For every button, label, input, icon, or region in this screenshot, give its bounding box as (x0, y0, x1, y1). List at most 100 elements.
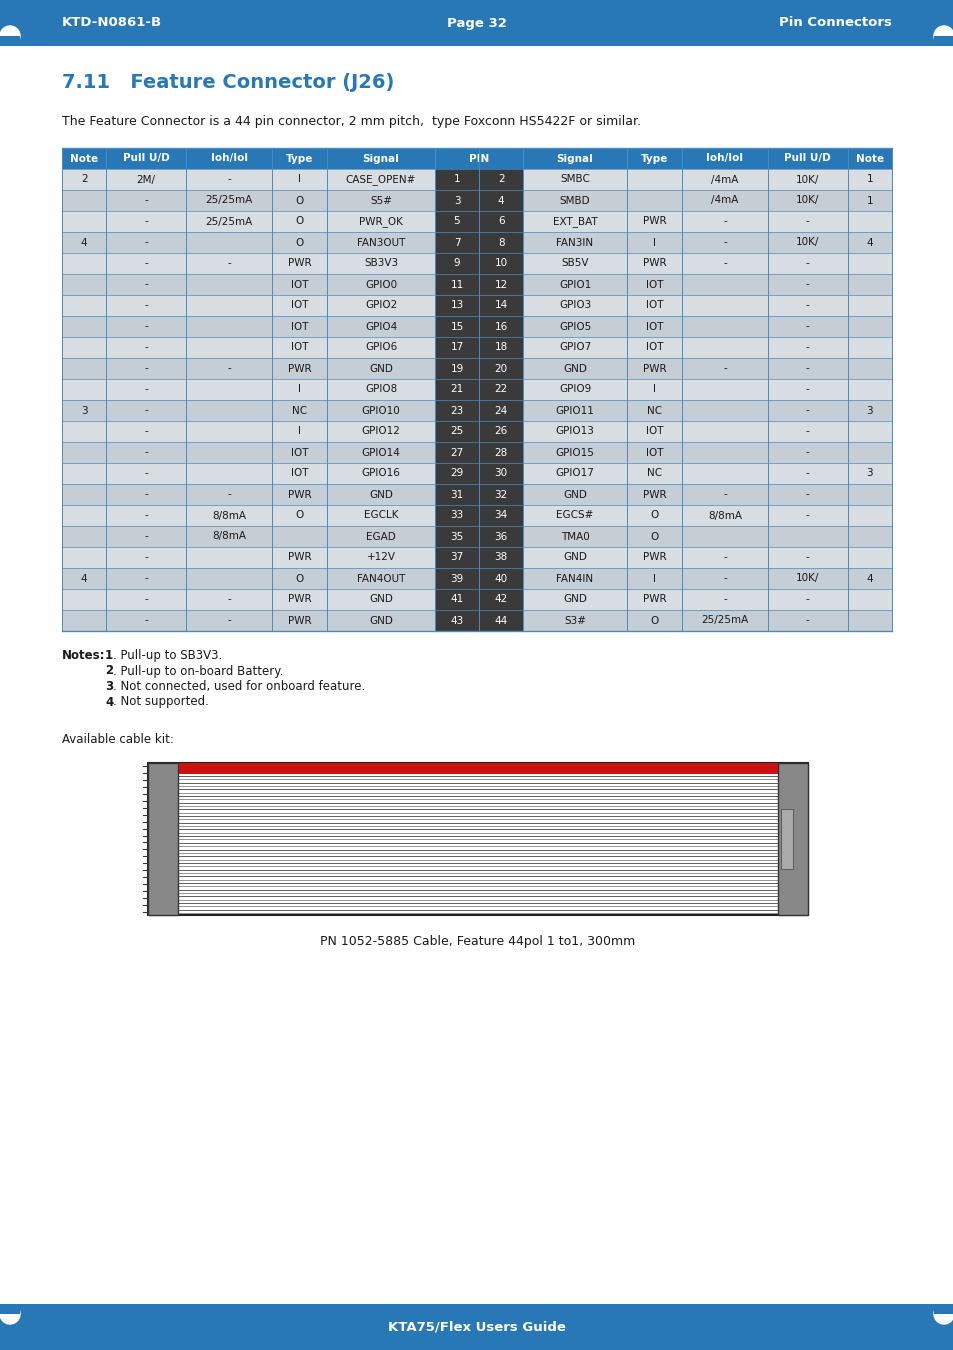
Text: 2M/: 2M/ (136, 174, 155, 185)
Text: Pull U/D: Pull U/D (783, 154, 830, 163)
Bar (933, 1304, 953, 1314)
Text: 4: 4 (865, 238, 872, 247)
Text: -: - (805, 468, 809, 478)
Bar (62, 169, 435, 190)
Text: -: - (805, 594, 809, 605)
Text: GPIO9: GPIO9 (558, 385, 591, 394)
Text: 10K/: 10K/ (795, 574, 819, 583)
Text: 30: 30 (494, 468, 507, 478)
Bar (522, 400, 891, 421)
Text: GND: GND (369, 594, 393, 605)
Text: The Feature Connector is a 44 pin connector, 2 mm pitch,  type Foxconn HS5422F o: The Feature Connector is a 44 pin connec… (62, 116, 640, 128)
Text: GPIO14: GPIO14 (361, 447, 400, 458)
Text: PWR: PWR (642, 363, 665, 374)
Bar (0, 0, 953, 46)
Text: -: - (144, 238, 148, 247)
Text: 37: 37 (450, 552, 463, 563)
Text: 15: 15 (450, 321, 463, 332)
Text: I: I (652, 385, 656, 394)
Text: IOT: IOT (291, 468, 308, 478)
Text: -: - (144, 552, 148, 563)
Text: -: - (144, 385, 148, 394)
Text: 26: 26 (494, 427, 507, 436)
Text: GPIO8: GPIO8 (364, 385, 396, 394)
Text: -: - (227, 594, 231, 605)
Text: -: - (144, 363, 148, 374)
Bar (148, 763, 807, 915)
Bar (62, 211, 435, 232)
Bar (0, 1304, 20, 1314)
Text: FAN4IN: FAN4IN (556, 574, 593, 583)
Text: 2: 2 (105, 664, 113, 678)
Text: -: - (805, 447, 809, 458)
Bar (62, 316, 435, 338)
Text: 11: 11 (450, 279, 463, 289)
Circle shape (933, 1304, 953, 1324)
Bar (522, 296, 891, 316)
Bar (435, 441, 522, 463)
Text: FAN3IN: FAN3IN (556, 238, 593, 247)
Bar (148, 763, 178, 915)
Bar (62, 274, 435, 296)
Text: -: - (144, 216, 148, 227)
Text: -: - (805, 385, 809, 394)
Text: -: - (144, 616, 148, 625)
Text: -: - (722, 574, 726, 583)
Text: -: - (144, 301, 148, 310)
Text: PWR: PWR (642, 216, 665, 227)
Text: -: - (144, 405, 148, 416)
Text: -: - (805, 405, 809, 416)
Text: GND: GND (562, 363, 586, 374)
Text: GND: GND (562, 594, 586, 605)
Bar (435, 211, 522, 232)
Text: 4: 4 (105, 695, 113, 709)
Text: GPIO17: GPIO17 (555, 468, 594, 478)
Text: GPIO0: GPIO0 (365, 279, 396, 289)
Text: 34: 34 (494, 510, 507, 521)
Text: 4: 4 (865, 574, 872, 583)
Text: -: - (144, 321, 148, 332)
Text: 1: 1 (865, 196, 872, 205)
Bar (435, 485, 522, 505)
Text: 10K/: 10K/ (795, 238, 819, 247)
Bar (781, 809, 792, 869)
Text: 19: 19 (450, 363, 463, 374)
Text: 42: 42 (494, 594, 507, 605)
Text: -: - (805, 321, 809, 332)
Bar (435, 463, 522, 485)
Bar (435, 169, 522, 190)
Text: . Not connected, used for onboard feature.: . Not connected, used for onboard featur… (112, 680, 365, 693)
Circle shape (933, 26, 953, 46)
Text: -: - (722, 552, 726, 563)
Text: 6: 6 (497, 216, 504, 227)
Bar (62, 568, 435, 589)
Text: 10K/: 10K/ (795, 196, 819, 205)
Text: 44: 44 (494, 616, 507, 625)
Text: 22: 22 (494, 385, 507, 394)
Text: IOT: IOT (291, 447, 308, 458)
Text: -: - (144, 468, 148, 478)
Text: -: - (144, 258, 148, 269)
Text: -: - (722, 238, 726, 247)
Text: -: - (144, 574, 148, 583)
Text: 3: 3 (865, 468, 872, 478)
Text: Page 32: Page 32 (447, 16, 506, 30)
Text: -: - (805, 490, 809, 500)
Bar (435, 421, 522, 441)
Text: 18: 18 (494, 343, 507, 352)
Text: GPIO10: GPIO10 (361, 405, 400, 416)
Text: 1: 1 (865, 174, 872, 185)
Bar (62, 505, 435, 526)
Text: 10K/: 10K/ (795, 174, 819, 185)
Text: 3: 3 (454, 196, 459, 205)
Bar (62, 547, 435, 568)
Bar (62, 190, 435, 211)
Text: Note: Note (855, 154, 883, 163)
Text: GND: GND (369, 363, 393, 374)
Text: 33: 33 (450, 510, 463, 521)
Text: EGCS#: EGCS# (556, 510, 593, 521)
Bar (522, 379, 891, 400)
Bar (435, 338, 522, 358)
Text: -: - (722, 363, 726, 374)
Text: GPIO16: GPIO16 (361, 468, 400, 478)
